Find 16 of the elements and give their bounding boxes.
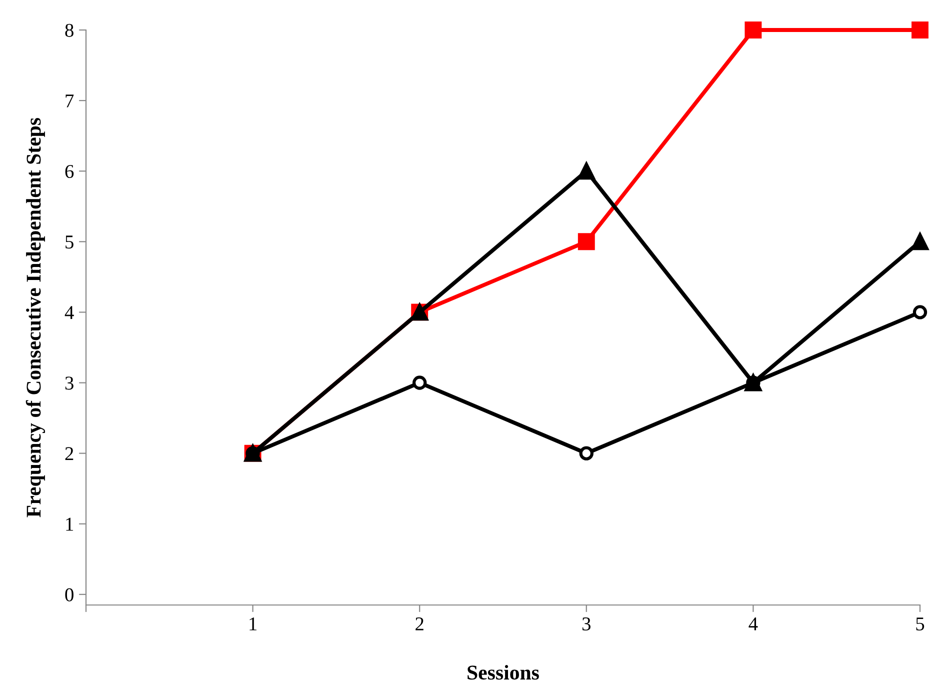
x-tick-label: 1 — [250, 617, 256, 630]
x-tick-label: 3 — [582, 617, 590, 630]
y-tick-label: 6 — [65, 164, 74, 178]
x-tick-label: 2 — [416, 617, 424, 630]
y-tick-label: 0 — [65, 588, 74, 602]
y-tick-label: 5 — [66, 236, 74, 249]
y-tick-label: 4 — [64, 306, 74, 319]
y-tick-label: 3 — [65, 376, 74, 390]
y-tick-label: 1 — [66, 518, 74, 531]
x-tick-label: 5 — [916, 618, 924, 630]
y-tick-label: 2 — [65, 447, 74, 460]
x-tick-label: 4 — [748, 618, 758, 630]
y-tick-label: 8 — [65, 24, 74, 37]
y-axis-title: Frequency of Consecutive Independent Steps — [26, 118, 46, 518]
x-axis-title: Sessions — [468, 664, 539, 680]
y-tick-label: 7 — [66, 94, 74, 108]
